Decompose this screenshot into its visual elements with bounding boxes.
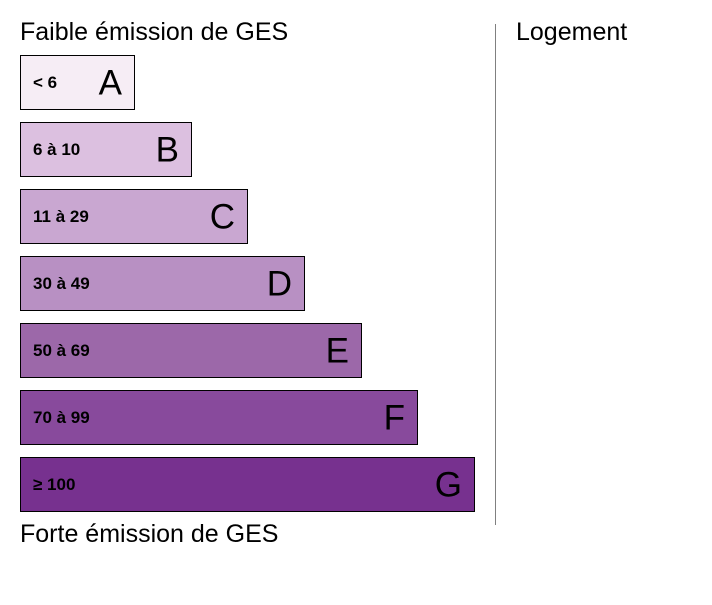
bar-a: < 6 A <box>20 55 135 110</box>
bar-e-letter: E <box>326 333 349 368</box>
ges-diagram: Faible émission de GES < 6 A 6 à 10 B 11… <box>0 0 712 567</box>
bar-rows: < 6 A 6 à 10 B 11 à 29 C 30 à 49 D 50 à … <box>20 55 475 512</box>
bar-c-range: 11 à 29 <box>33 207 89 227</box>
bar-d-range: 30 à 49 <box>33 274 90 294</box>
bars-column: Faible émission de GES < 6 A 6 à 10 B 11… <box>20 18 475 549</box>
bar-f-range: 70 à 99 <box>33 408 90 428</box>
title-low-emission: Faible émission de GES <box>20 18 475 47</box>
bar-g-letter: G <box>435 467 462 502</box>
bar-e-range: 50 à 69 <box>33 341 90 361</box>
bar-c: 11 à 29 C <box>20 189 248 244</box>
title-high-emission: Forte émission de GES <box>20 520 475 549</box>
bar-c-letter: C <box>210 199 235 234</box>
bar-g: ≥ 100 G <box>20 457 475 512</box>
bar-g-range: ≥ 100 <box>33 475 75 495</box>
bar-d-letter: D <box>267 266 292 301</box>
right-column: Logement <box>516 18 692 549</box>
bar-a-letter: A <box>99 65 122 100</box>
bar-f-letter: F <box>384 400 405 435</box>
bar-e: 50 à 69 E <box>20 323 362 378</box>
bar-b: 6 à 10 B <box>20 122 192 177</box>
bar-d: 30 à 49 D <box>20 256 305 311</box>
bar-b-letter: B <box>156 132 179 167</box>
bar-b-range: 6 à 10 <box>33 140 80 160</box>
title-logement: Logement <box>516 18 692 47</box>
bar-f: 70 à 99 F <box>20 390 418 445</box>
bar-a-range: < 6 <box>33 73 57 93</box>
vertical-divider <box>495 24 496 525</box>
